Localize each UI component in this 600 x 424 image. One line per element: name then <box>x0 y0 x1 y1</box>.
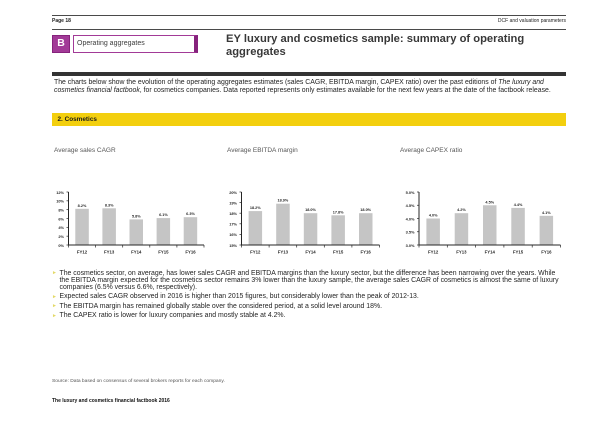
svg-text:8.2%: 8.2% <box>78 204 87 208</box>
svg-text:FY12: FY12 <box>77 250 88 255</box>
svg-text:4.4%: 4.4% <box>514 203 523 207</box>
svg-text:FY13: FY13 <box>278 250 289 255</box>
svg-text:0%: 0% <box>58 243 64 248</box>
svg-text:4%: 4% <box>58 225 64 230</box>
svg-text:4.0%: 4.0% <box>406 216 415 221</box>
svg-text:4.2%: 4.2% <box>457 208 466 212</box>
svg-text:FY16: FY16 <box>541 250 552 255</box>
svg-text:4.5%: 4.5% <box>406 203 415 208</box>
svg-text:FY14: FY14 <box>305 250 316 255</box>
svg-text:FY16: FY16 <box>185 250 196 255</box>
svg-text:17%: 17% <box>229 222 237 227</box>
svg-text:4.1%: 4.1% <box>542 211 551 215</box>
svg-text:3.5%: 3.5% <box>406 230 415 235</box>
svg-text:8.3%: 8.3% <box>105 203 114 207</box>
svg-text:18.0%: 18.0% <box>305 208 316 212</box>
svg-text:20%: 20% <box>229 190 237 195</box>
svg-text:FY14: FY14 <box>131 250 142 255</box>
svg-text:18.9%: 18.9% <box>278 199 289 203</box>
svg-text:12%: 12% <box>56 190 64 195</box>
svg-text:5.0%: 5.0% <box>406 190 415 195</box>
svg-text:6%: 6% <box>58 216 64 221</box>
svg-text:18.2%: 18.2% <box>250 206 261 210</box>
svg-text:FY13: FY13 <box>104 250 115 255</box>
svg-text:17.8%: 17.8% <box>333 210 344 214</box>
svg-text:FY12: FY12 <box>250 250 261 255</box>
svg-text:FY15: FY15 <box>333 250 344 255</box>
svg-text:FY13: FY13 <box>456 250 467 255</box>
svg-text:18%: 18% <box>229 211 237 216</box>
svg-text:FY15: FY15 <box>158 250 169 255</box>
svg-text:5.8%: 5.8% <box>132 214 141 218</box>
svg-text:10%: 10% <box>56 199 64 204</box>
svg-text:8%: 8% <box>58 207 64 212</box>
svg-text:6.3%: 6.3% <box>186 212 195 216</box>
svg-text:19%: 19% <box>229 200 237 205</box>
svg-text:FY16: FY16 <box>361 250 372 255</box>
svg-text:FY14: FY14 <box>485 250 496 255</box>
svg-text:4.5%: 4.5% <box>485 200 494 204</box>
svg-text:6.1%: 6.1% <box>159 213 168 217</box>
svg-text:15%: 15% <box>229 243 237 248</box>
svg-text:FY15: FY15 <box>513 250 524 255</box>
svg-text:18.0%: 18.0% <box>360 208 371 212</box>
svg-text:2%: 2% <box>58 234 64 239</box>
svg-text:16%: 16% <box>229 232 237 237</box>
svg-text:4.0%: 4.0% <box>429 214 438 218</box>
svg-text:3.0%: 3.0% <box>406 243 415 248</box>
svg-text:FY12: FY12 <box>428 250 439 255</box>
